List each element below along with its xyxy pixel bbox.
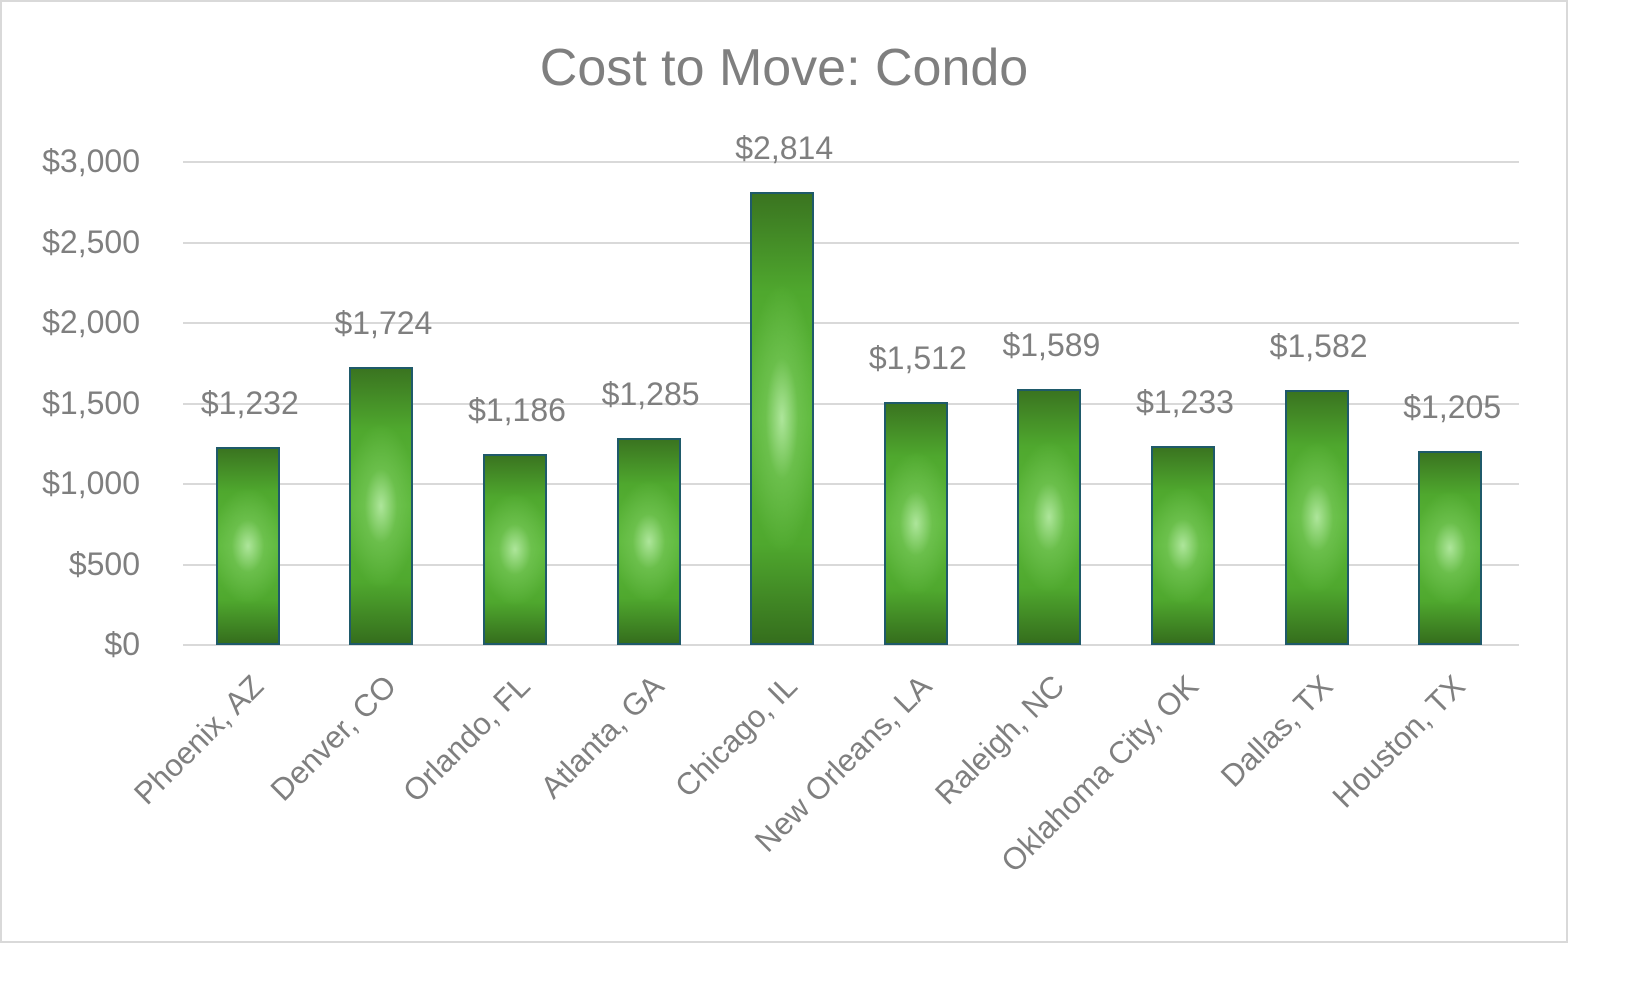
bar (616, 438, 681, 645)
data-label: $1,232 (200, 384, 299, 421)
bar (883, 401, 948, 645)
data-label: $1,233 (1136, 384, 1234, 421)
data-label: $1,582 (1269, 328, 1368, 365)
bar (1151, 446, 1215, 645)
bar (349, 367, 414, 645)
gridline (183, 161, 1519, 163)
bar (1284, 390, 1349, 645)
data-label: $1,512 (868, 339, 967, 376)
data-label: $1,205 (1403, 388, 1502, 425)
y-axis-tick-label: $2,500 (42, 223, 140, 260)
bar (215, 446, 280, 645)
chart-title: Cost to Move: Condo (539, 39, 1029, 97)
y-axis-tick-label: $500 (68, 545, 140, 582)
data-label: $1,186 (468, 392, 566, 429)
data-label: $1,285 (601, 376, 700, 413)
bar (483, 454, 547, 645)
gridline (183, 644, 1519, 646)
gridline (183, 563, 1519, 566)
bar (1418, 450, 1483, 645)
y-axis-tick-label: $2,000 (42, 304, 140, 340)
data-label: $1,589 (1002, 327, 1101, 364)
bar (1017, 389, 1082, 645)
data-label: $1,724 (334, 305, 433, 342)
data-label: $2,814 (735, 129, 834, 166)
gridline (183, 483, 1519, 485)
bar (750, 191, 815, 645)
gridline (183, 402, 1519, 405)
y-axis-tick-label: $1,000 (42, 465, 140, 501)
y-axis-tick-label: $1,500 (42, 384, 140, 421)
y-axis-tick-label: $3,000 (42, 143, 140, 179)
gridline (183, 322, 1519, 324)
gridline (183, 241, 1519, 244)
y-axis-tick-label: $0 (104, 626, 140, 662)
